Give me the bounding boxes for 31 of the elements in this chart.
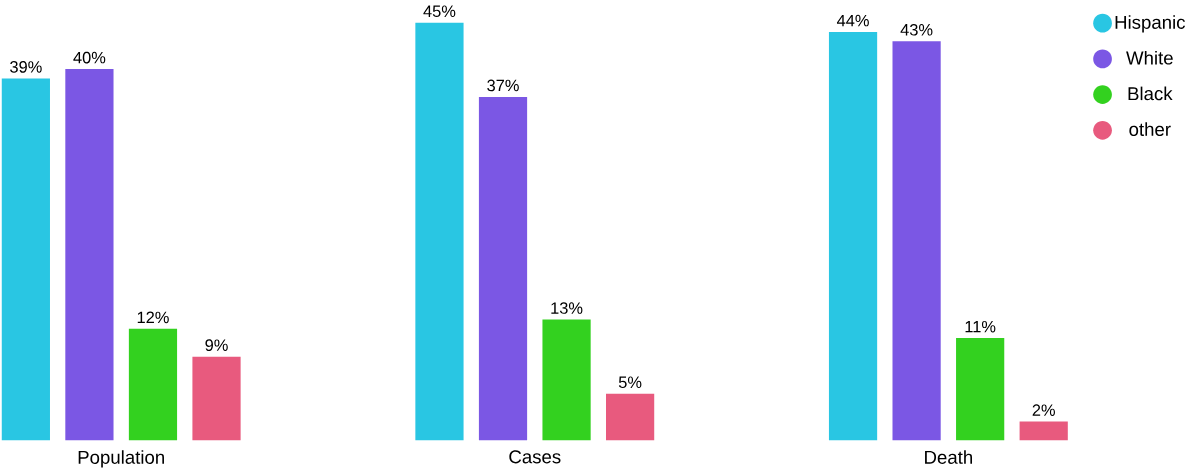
data-label: 2%: [1032, 404, 1055, 416]
data-label: 40%: [73, 51, 106, 64]
bar: [828, 31, 878, 441]
data-label: 37%: [487, 79, 519, 92]
bar: [1, 78, 50, 441]
legend-label: Hispanic: [1115, 15, 1186, 33]
bar: [542, 319, 591, 441]
bar: [478, 96, 528, 441]
bar: [1019, 421, 1068, 441]
data-label: 5%: [618, 376, 642, 389]
bar: [415, 22, 464, 441]
bar: [606, 393, 655, 441]
bar: [65, 69, 114, 441]
data-label: 12%: [137, 311, 169, 324]
data-label: 11%: [965, 320, 996, 333]
legend-label: other: [1129, 122, 1171, 136]
data-label: 44%: [836, 14, 869, 27]
x-tick-label: Cases: [509, 450, 561, 464]
x-tick-label: Population: [78, 450, 164, 468]
bar: [892, 41, 941, 441]
x-tick-label: Death: [925, 450, 972, 464]
data-label: 43%: [900, 23, 933, 36]
data-label: 9%: [205, 339, 228, 351]
bar: [956, 338, 1005, 441]
data-label: 45%: [423, 5, 456, 17]
legend-label: Black: [1128, 86, 1173, 101]
data-label: 13%: [551, 302, 583, 314]
bar: [192, 356, 241, 441]
bar: [128, 328, 178, 441]
data-label: 39%: [10, 61, 42, 73]
legend-label: White: [1126, 50, 1173, 65]
